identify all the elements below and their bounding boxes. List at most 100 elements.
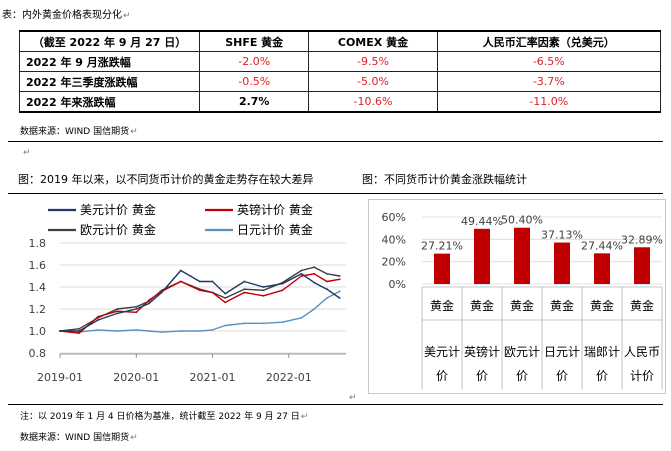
data-point — [281, 282, 284, 285]
data-point — [262, 289, 265, 292]
data-point — [179, 269, 182, 272]
data-point — [198, 330, 201, 332]
value-cell: 2.7% — [198, 91, 310, 113]
note-text: 注：以 2019 年 1 月 4 日价格为基准，统计截至 2022 年 9 月 … — [20, 412, 300, 422]
x-tick-label: 2020-01 — [113, 371, 159, 384]
data-point — [198, 289, 201, 292]
category-label: 计价 — [630, 369, 654, 383]
data-point — [135, 311, 138, 314]
category-label: 美元计 — [424, 345, 460, 359]
value-cell: -6.5% — [436, 51, 662, 72]
data-point — [300, 275, 303, 277]
paragraph-mark-icon: ↵ — [300, 412, 309, 422]
paragraph-mark-icon: ↵ — [349, 393, 357, 403]
data-labels: 27.21% 49.44%50.40% 37.13%27.44%32.89% — [421, 214, 663, 253]
bar — [554, 242, 570, 284]
data-point — [148, 330, 150, 332]
left-figure-title: 图：2019 年以来，以不同货币计价的黄金走势存在较大差异 — [18, 173, 314, 186]
data-point — [97, 319, 100, 321]
category-label: 价 — [556, 369, 568, 383]
header-cell: 人民币汇率因素（兑美元） — [436, 30, 662, 52]
data-point — [338, 275, 341, 277]
category-label: 黄金 — [550, 298, 574, 313]
value-cell: -5.0% — [308, 71, 438, 92]
data-point — [116, 312, 119, 315]
data-point — [326, 288, 328, 291]
category-label: 瑞郎计 — [584, 345, 620, 359]
value-cell: -2.0% — [198, 51, 310, 72]
table-row: 2022 年三季度涨跌幅 -0.5% -5.0% -3.7% — [19, 71, 662, 92]
table-title-text: 表：内外黄金价格表现分化 — [2, 10, 122, 21]
category-label: 价 — [436, 369, 448, 383]
data-point — [224, 297, 227, 299]
data-point — [211, 291, 214, 294]
y-tick-label: 60% — [382, 211, 406, 224]
series-line — [59, 290, 340, 333]
bottom-source-text: 数据来源：WIND 国信期货 — [20, 433, 130, 443]
gold-performance-table: （截至 2022 年 9 月 27 日） SHFE 黄金 COMEX 黄金 人民… — [19, 30, 662, 113]
divider — [8, 141, 663, 142]
bar — [594, 253, 610, 284]
data-point — [78, 327, 80, 330]
data-point — [338, 278, 341, 281]
note: 注：以 2019 年 1 月 4 日价格为基准，统计截至 2022 年 9 月 … — [20, 409, 308, 422]
data-label: 27.21% — [421, 240, 463, 253]
x-tick-label: 2022-01 — [266, 371, 312, 384]
data-point — [135, 329, 138, 331]
data-point — [313, 266, 316, 269]
row-label: 2022 年 9 月涨跌幅 — [19, 51, 200, 72]
data-point — [135, 308, 138, 310]
chart-gridlines — [422, 216, 662, 285]
data-point — [326, 297, 328, 299]
category-label: 黄金 — [630, 298, 654, 313]
data-point — [179, 330, 182, 332]
data-point — [211, 280, 214, 283]
y-tick-label: 1.8 — [29, 237, 47, 250]
series-line — [59, 273, 340, 334]
data-label: 50.40% — [501, 214, 543, 227]
data-point — [224, 301, 227, 304]
data-point — [97, 315, 100, 318]
category-label: 价 — [596, 369, 608, 383]
y-tick-label: 0% — [389, 278, 406, 291]
data-point — [262, 294, 265, 297]
data-point — [116, 308, 119, 310]
category-label: 黄金 — [590, 298, 614, 313]
category-label: 日元计 — [544, 345, 580, 359]
data-point — [135, 305, 138, 308]
bar — [474, 228, 490, 284]
table-row: 2022 年 9 月涨跌幅 -2.0% -9.5% -6.5% — [19, 51, 662, 72]
table-header-row: （截至 2022 年 9 月 27 日） SHFE 黄金 COMEX 黄金 人民… — [19, 30, 662, 52]
bar — [514, 227, 530, 284]
bar — [434, 253, 450, 284]
value-cell: -3.7% — [436, 71, 662, 92]
y-tick-label: 20% — [382, 256, 406, 269]
y-tick-label: 1.6 — [29, 259, 47, 272]
data-point — [313, 272, 316, 275]
data-point — [326, 272, 328, 275]
data-point — [281, 289, 284, 292]
data-point — [78, 330, 80, 332]
right-figure-title: 图：不同货币计价黄金涨跌幅统计 — [362, 173, 527, 186]
header-cell: COMEX 黄金 — [308, 30, 438, 52]
data-point — [243, 280, 246, 283]
category-label: 欧元计 — [504, 345, 540, 359]
data-point — [179, 280, 182, 283]
data-point — [262, 286, 265, 288]
paragraph-mark-icon: ↵ — [130, 127, 138, 137]
value-cell: -0.5% — [198, 71, 310, 92]
row-label: 2022 年三季度涨跌幅 — [19, 71, 200, 92]
category-label: 价 — [516, 369, 528, 383]
data-point — [78, 332, 80, 335]
data-point — [281, 321, 284, 324]
bottom-source: 数据来源：WIND 国信期货↵ — [20, 430, 138, 443]
data-point — [198, 280, 201, 283]
data-point — [338, 290, 341, 293]
paragraph-mark-icon: ↵ — [123, 11, 131, 21]
legend-label: 美元计价 黄金 — [80, 202, 156, 217]
bar — [634, 247, 650, 284]
category-label: 价 — [476, 369, 488, 383]
